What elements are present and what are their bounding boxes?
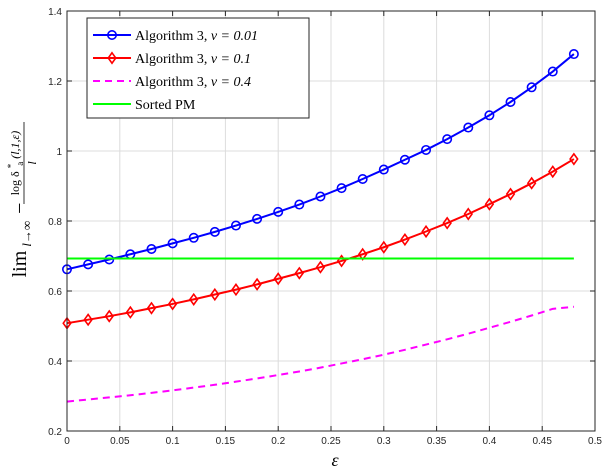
data-point-marker: [315, 191, 326, 202]
data-point-marker: [146, 301, 157, 315]
y-tick-label: 1: [56, 147, 62, 158]
data-point-marker: [400, 232, 410, 247]
y-label-denominator: l: [25, 161, 39, 165]
data-point-marker: [273, 272, 283, 286]
data-point-marker: [378, 164, 389, 175]
data-point-marker: [568, 49, 579, 60]
legend-entry: Algorithm 3, ν = 0.4: [93, 75, 251, 90]
legend-label: Algorithm 3, ν = 0.1: [135, 52, 251, 67]
data-point-marker: [336, 183, 347, 194]
data-point-marker: [231, 283, 241, 297]
series-line: [66, 305, 574, 403]
x-tick-label: 0.4: [482, 436, 496, 447]
data-point-marker: [526, 176, 537, 190]
data-point-marker: [463, 207, 474, 221]
y-tick-label: 0.8: [48, 217, 62, 228]
y-label-numerator-args: (l,1,ε): [8, 131, 22, 159]
data-point-marker: [526, 82, 537, 93]
data-point-marker: [484, 197, 495, 211]
data-point-marker: [442, 134, 453, 145]
legend-swatch-marker: [107, 29, 118, 40]
legend-entry: Sorted PM: [93, 98, 196, 113]
series-line: [66, 53, 575, 271]
data-point-marker: [505, 97, 516, 108]
legend-label: Sorted PM: [135, 98, 196, 113]
y-label-lim-sub: l→∞: [19, 221, 34, 247]
data-point-marker: [167, 238, 178, 249]
data-point-marker: [399, 154, 410, 165]
x-tick-label: 0.35: [427, 436, 447, 447]
x-tick-label: 0.25: [321, 436, 341, 447]
data-point-marker: [505, 187, 516, 201]
y-axis-label: lim l→∞ − log δ * a (l,1,ε) l: [3, 122, 39, 278]
data-point-marker: [463, 122, 474, 133]
series-line: [66, 158, 575, 325]
x-axis-label: ε: [331, 450, 339, 470]
series-2: [62, 152, 579, 330]
x-tick-label: 0.05: [110, 436, 130, 447]
data-point-marker: [83, 259, 94, 270]
data-point-marker: [104, 309, 114, 323]
legend-label: Algorithm 3, ν = 0.4: [135, 75, 251, 90]
data-point-marker: [442, 216, 452, 230]
plot-frame: [66, 10, 596, 432]
x-tick-label: 0.5: [588, 436, 602, 447]
y-label-minus: −: [9, 203, 31, 214]
data-point-marker: [210, 287, 220, 302]
y-tick-label: 0.6: [48, 287, 62, 298]
x-tick-label: 0.45: [532, 436, 552, 447]
y-label-numerator-star: *: [6, 163, 16, 168]
data-point-marker: [548, 165, 558, 179]
svg-text:lim l→∞ −: lim l→∞ −: [9, 203, 35, 278]
data-point-marker: [167, 297, 178, 311]
data-point-marker: [379, 240, 389, 254]
legend-entry: Algorithm 3, ν = 0.01: [93, 29, 258, 44]
legend: Algorithm 3, ν = 0.01 Algorithm 3, ν = 0.…: [86, 17, 310, 119]
x-tick-label: 0.15: [216, 436, 236, 447]
legend-label: Algorithm 3, ν = 0.01: [135, 29, 258, 44]
y-tick-label: 0.4: [48, 357, 62, 368]
data-point-marker: [273, 206, 284, 217]
x-tick-label: 0: [64, 436, 70, 447]
svg-text:log δ * a (l: log δ * a (l,1,ε): [3, 131, 26, 196]
y-label-numerator-a: a: [15, 162, 25, 166]
legend-swatch-marker: [107, 51, 117, 65]
legend-entry: Algorithm 3, ν = 0.1: [93, 51, 251, 67]
data-point-marker: [294, 266, 305, 280]
data-point-marker: [294, 199, 305, 210]
data-point-marker: [252, 213, 263, 224]
data-point-marker: [83, 313, 93, 327]
data-point-marker: [146, 244, 157, 255]
data-point-marker: [421, 144, 432, 155]
series-3: [66, 305, 574, 403]
data-point-marker: [209, 226, 220, 237]
y-label-numerator-log: log δ: [8, 171, 22, 195]
data-point-marker: [125, 305, 136, 319]
data-point-marker: [315, 260, 326, 274]
y-tick-label: 0.2: [48, 427, 62, 438]
data-point-marker: [252, 277, 262, 291]
y-tick-label: 1.4: [48, 7, 62, 18]
plot-series: [61, 49, 579, 403]
y-label-lim: lim: [9, 250, 31, 277]
data-point-marker: [569, 152, 579, 166]
data-point-marker: [230, 220, 241, 231]
data-point-marker: [421, 224, 431, 239]
data-point-marker: [357, 174, 368, 185]
series-1: [61, 49, 579, 275]
data-point-marker: [547, 66, 558, 77]
axis-ticks: 0 0.05 0.1 0.15 0.2 0.25 0.3 0.35 0.4 0.45 0.5 0.2 0…: [48, 7, 602, 447]
data-point-marker: [188, 232, 199, 243]
y-tick-label: 1.2: [48, 77, 62, 88]
data-point-marker: [188, 292, 199, 306]
data-point-marker: [484, 110, 495, 121]
data-point-marker: [104, 254, 115, 265]
x-tick-label: 0.2: [271, 436, 285, 447]
x-tick-label: 0.1: [166, 436, 180, 447]
x-tick-label: 0.3: [377, 436, 391, 447]
